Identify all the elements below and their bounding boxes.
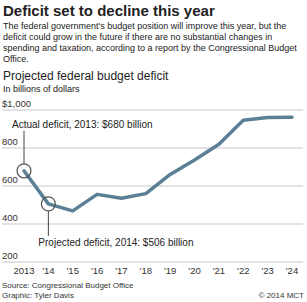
copyright: © 2014 MCT [259, 291, 305, 300]
y-tick-label: 600 [2, 174, 18, 185]
header: Deficit set to decline this year The fed… [3, 2, 303, 95]
title: Deficit set to decline this year [3, 2, 303, 20]
highlight-marker [17, 164, 31, 178]
data-line [24, 117, 292, 211]
source: Source: Congressional Budget Office [2, 281, 134, 290]
x-tick-label: '14 [42, 265, 54, 276]
leader-line [48, 211, 49, 236]
x-tick-label: '19 [164, 265, 176, 276]
plot-area [24, 117, 292, 211]
annotation: Actual deficit, 2013: $680 billion [12, 119, 153, 130]
credit: Graphic: Tyler Davis [2, 291, 74, 300]
y-tick-label: $1,000 [2, 98, 31, 109]
leader-line [24, 131, 25, 164]
grid-line [2, 224, 303, 225]
label-bg [10, 119, 155, 131]
grid-line [2, 110, 303, 111]
x-tick-label: '15 [67, 265, 79, 276]
x-tick-label: '23 [261, 265, 273, 276]
y-tick-label: 200 [2, 250, 18, 261]
y-tick-label: 400 [2, 212, 18, 223]
label-bg [36, 237, 195, 249]
subtitle: The federal government's budget position… [3, 21, 303, 65]
x-tick-label: '21 [213, 265, 225, 276]
chart: 200 400 600 800 $1,000 2013 '14 '15 '16 '17 '18 '19… [0, 0, 307, 302]
x-tick-label: '17 [115, 265, 127, 276]
x-tick-label: 2013 [13, 265, 34, 276]
y-tick-label: 800 [2, 136, 18, 147]
grid-line [2, 262, 303, 263]
x-tick-label: '24 [286, 265, 298, 276]
annotation: Projected deficit, 2014: $506 billion [38, 237, 193, 248]
highlight-marker [41, 197, 55, 211]
grid-line [2, 148, 303, 149]
x-tick-label: '18 [140, 265, 152, 276]
y-label: In billions of dollars [3, 84, 303, 95]
x-tick-label: '22 [237, 265, 249, 276]
x-tick-label: '16 [91, 265, 103, 276]
chart-title: Projected federal budget deficit [3, 69, 303, 83]
x-tick-label: '20 [188, 265, 200, 276]
